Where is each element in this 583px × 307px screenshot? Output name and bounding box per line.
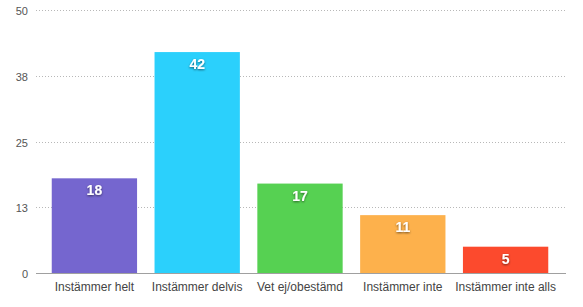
data-label: 18: [87, 182, 103, 198]
x-tick-label: Instämmer delvis: [152, 280, 243, 294]
chart: 0 13 25 38 50 18 42 17 11 5 Instämmer helt Instämme…: [0, 0, 583, 307]
x-tick-label: Instämmer helt: [55, 280, 135, 294]
grid-line: [36, 10, 566, 11]
bar: [52, 178, 137, 273]
x-tick-label: Instämmer inte: [363, 280, 443, 294]
x-axis-line: [36, 273, 566, 274]
bar: [257, 184, 342, 273]
grid-line: [36, 142, 566, 143]
y-tick-label: 25: [16, 137, 28, 149]
data-labels: 18 42 17 11 5: [87, 56, 510, 267]
data-label: 42: [189, 56, 205, 72]
x-tick-label: Instämmer inte alls: [455, 280, 556, 294]
grid-line: [36, 76, 566, 77]
x-tick-label: Vet ej/obestämd: [257, 280, 343, 294]
data-label: 11: [395, 219, 410, 235]
y-tick-label: 38: [16, 71, 28, 83]
bar: [463, 247, 548, 273]
y-tick-label: 13: [16, 202, 28, 214]
grid: [36, 11, 566, 208]
y-tick-label: 0: [22, 268, 28, 280]
bar: [155, 52, 240, 273]
y-tick-label: 50: [16, 5, 28, 17]
bars: [52, 52, 549, 273]
data-label: 17: [292, 188, 308, 204]
data-label: 5: [502, 251, 510, 267]
bar: [360, 215, 445, 273]
